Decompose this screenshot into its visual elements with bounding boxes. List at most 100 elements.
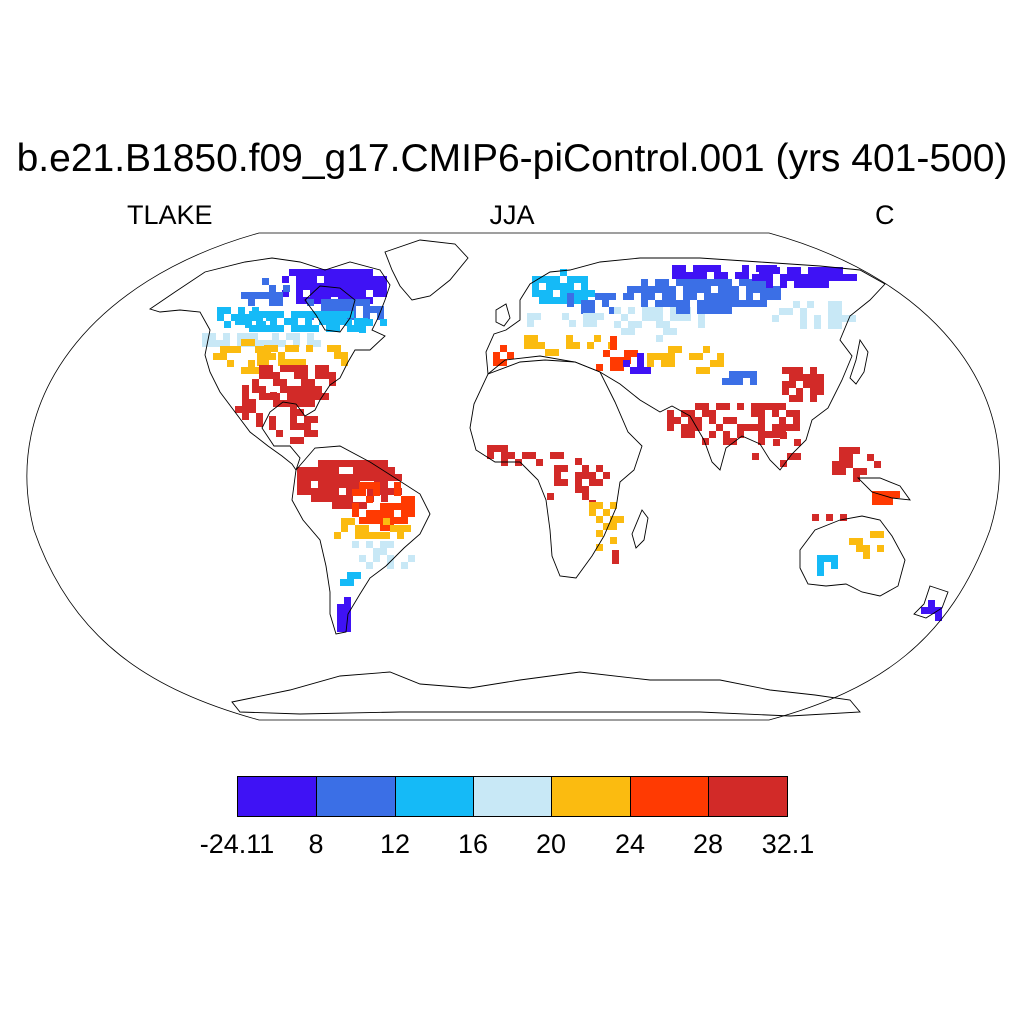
- lake-cell: [296, 297, 303, 304]
- lake-cell: [307, 299, 314, 306]
- lake-cell: [596, 364, 603, 371]
- lake-cell: [732, 286, 739, 293]
- lake-cell: [264, 352, 271, 359]
- lake-cell: [327, 345, 334, 352]
- lake-cell: [331, 269, 338, 276]
- lake-cell: [259, 372, 266, 379]
- lake-cell: [567, 283, 574, 290]
- lake-cell: [360, 460, 367, 467]
- lake-cell: [387, 517, 394, 524]
- madagascar-coast: [631, 509, 649, 549]
- lake-cell: [581, 276, 588, 283]
- lake-cell: [539, 297, 546, 304]
- lake-cell: [334, 352, 341, 359]
- lake-cell: [257, 352, 264, 359]
- lake-cell: [277, 325, 284, 332]
- lake-cell: [589, 472, 596, 479]
- lake-cell: [839, 447, 846, 454]
- lake-cell: [352, 510, 359, 517]
- colorbar-box-6: [708, 776, 788, 817]
- lake-cell: [737, 403, 744, 410]
- lake-cell: [589, 479, 596, 486]
- lake-cell: [603, 472, 610, 479]
- lake-cell: [339, 474, 346, 481]
- lake-cell: [746, 300, 753, 307]
- lake-cell: [311, 430, 318, 437]
- lake-cell: [298, 311, 305, 318]
- lake-cell: [282, 290, 289, 297]
- lake-cell: [401, 503, 408, 510]
- lake-cell: [648, 293, 655, 300]
- lake-cell: [346, 495, 353, 502]
- lake-cell: [796, 367, 803, 374]
- lake-cell: [832, 461, 839, 468]
- lake-cell: [283, 285, 290, 292]
- lake-cell: [374, 467, 381, 474]
- lake-cell: [703, 346, 710, 353]
- lake-cell: [667, 410, 674, 417]
- lake-cell: [381, 467, 388, 474]
- lake-cell: [319, 318, 326, 325]
- lake-cell: [602, 293, 609, 300]
- lake-cell: [656, 314, 663, 321]
- lake-cell: [531, 335, 538, 342]
- lake-cell: [397, 525, 404, 532]
- lake-cell: [750, 378, 757, 385]
- lake-cell: [560, 283, 567, 290]
- lake-cell: [366, 541, 373, 548]
- lake-cell: [332, 495, 339, 502]
- lake-cell: [272, 340, 279, 347]
- lake-cell: [589, 502, 596, 509]
- lake-cell: [554, 472, 561, 479]
- lake-cell: [817, 562, 824, 569]
- lake-cell: [532, 276, 539, 283]
- lake-cell: [341, 359, 348, 366]
- lake-cell: [257, 359, 264, 366]
- lake-cell: [589, 509, 596, 516]
- lake-cell: [662, 293, 669, 300]
- lake-cell: [603, 523, 610, 530]
- lake-cell: [242, 406, 249, 413]
- lake-cell: [772, 431, 779, 438]
- lake-cell: [529, 452, 536, 459]
- lake-cell: [209, 333, 216, 340]
- lake-cell: [256, 420, 263, 427]
- lake-cell: [322, 365, 329, 372]
- lake-cell: [376, 532, 383, 539]
- lake-cell: [688, 431, 695, 438]
- lake-cell: [223, 333, 230, 340]
- lake-cell: [681, 424, 688, 431]
- lake-cell: [259, 321, 266, 328]
- lake-cell: [294, 400, 301, 407]
- lake-temperature-cells: [202, 265, 942, 632]
- lake-cell: [786, 410, 793, 417]
- lake-cell: [831, 562, 838, 569]
- lake-cell: [366, 496, 373, 503]
- lake-cell: [782, 388, 789, 395]
- lake-cell: [359, 326, 366, 333]
- lake-cell: [610, 357, 617, 364]
- lake-cell: [359, 517, 366, 524]
- lake-cell: [815, 274, 822, 281]
- lake-cell: [366, 283, 373, 290]
- lake-cell: [766, 267, 773, 274]
- lake-cell: [729, 371, 736, 378]
- lake-cell: [723, 431, 730, 438]
- lake-cell: [696, 367, 703, 374]
- lake-cell: [758, 417, 765, 424]
- lake-cell: [610, 502, 617, 509]
- lake-cell: [856, 538, 863, 545]
- lake-cell: [264, 345, 271, 352]
- colorbar-label-0: -24.11: [199, 829, 275, 859]
- lake-cell: [344, 604, 351, 611]
- lake-cell: [294, 393, 301, 400]
- lake-cell: [290, 423, 297, 430]
- lake-cell: [318, 481, 325, 488]
- lake-cell: [676, 279, 683, 286]
- lake-cell: [321, 299, 328, 306]
- lake-cell: [877, 531, 884, 538]
- lake-cell: [331, 283, 338, 290]
- lake-cell: [325, 481, 332, 488]
- lake-cell: [363, 306, 370, 313]
- lake-cell: [362, 525, 369, 532]
